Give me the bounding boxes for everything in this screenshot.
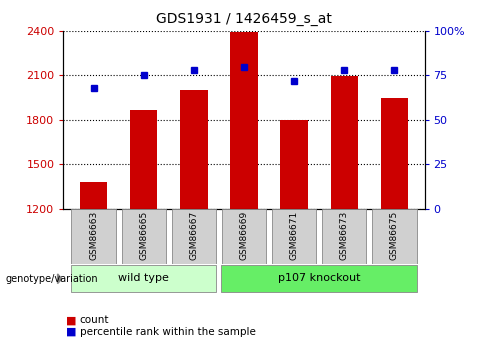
Bar <box>322 209 366 264</box>
Bar <box>71 265 216 293</box>
Text: GSM86673: GSM86673 <box>340 210 349 260</box>
Bar <box>80 182 107 209</box>
Bar <box>222 209 266 264</box>
Text: GDS1931 / 1426459_s_at: GDS1931 / 1426459_s_at <box>156 12 332 26</box>
Text: p107 knockout: p107 knockout <box>278 273 361 283</box>
Bar <box>130 109 158 209</box>
Bar <box>381 98 408 209</box>
Bar <box>122 209 166 264</box>
Text: GSM86671: GSM86671 <box>290 210 299 260</box>
Text: ■: ■ <box>66 327 77 337</box>
Text: GSM86675: GSM86675 <box>390 210 399 260</box>
Text: genotype/variation: genotype/variation <box>6 274 99 284</box>
Text: count: count <box>80 315 109 325</box>
Bar <box>222 265 417 293</box>
Bar <box>281 120 308 209</box>
Text: percentile rank within the sample: percentile rank within the sample <box>80 327 255 337</box>
Bar <box>272 209 316 264</box>
Bar <box>372 209 417 264</box>
Bar <box>172 209 216 264</box>
Text: GSM86665: GSM86665 <box>139 210 148 260</box>
Text: GSM86663: GSM86663 <box>89 210 98 260</box>
Polygon shape <box>58 274 62 284</box>
Bar <box>71 209 116 264</box>
Text: ■: ■ <box>66 315 77 325</box>
Bar <box>180 90 207 209</box>
Text: wild type: wild type <box>118 273 169 283</box>
Bar <box>330 76 358 209</box>
Text: GSM86667: GSM86667 <box>189 210 198 260</box>
Bar <box>230 32 258 209</box>
Text: GSM86669: GSM86669 <box>240 210 248 260</box>
